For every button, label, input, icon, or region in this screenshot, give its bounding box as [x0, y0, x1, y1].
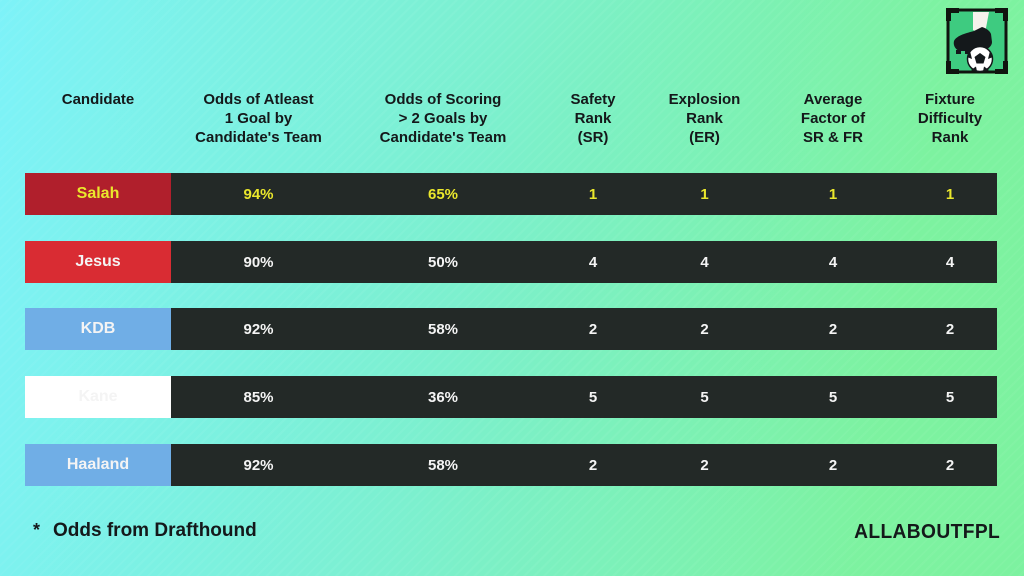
table-header-row: Candidate Odds of Atleast 1 Goal by Cand… — [25, 90, 997, 147]
fixture-difficulty-value: 2 — [903, 308, 997, 350]
header-explosion-rank: Explosion Rank (ER) — [668, 91, 741, 146]
avg-factor-value: 2 — [763, 308, 903, 350]
explosion-rank-value: 2 — [646, 444, 763, 486]
odds-1-goal-value: 94% — [171, 173, 346, 215]
odds-source-note: * Odds from Drafthound — [33, 520, 257, 542]
header-candidate: Candidate — [61, 91, 135, 108]
table-row-haaland: Haaland 92% 58% 2 2 2 2 — [25, 444, 997, 486]
odds-1-goal-value: 92% — [171, 444, 346, 486]
explosion-rank-value: 2 — [646, 308, 763, 350]
safety-rank-value: 2 — [540, 308, 646, 350]
table-row-kane: Kane 85% 36% 5 5 5 5 — [25, 376, 997, 418]
odds-1-goal-value: 90% — [171, 241, 346, 283]
header-safety-rank: Safety Rank (SR) — [570, 91, 616, 146]
candidate-label: KDB — [25, 308, 171, 350]
asterisk: * — [33, 520, 41, 540]
avg-factor-value: 2 — [763, 444, 903, 486]
avg-factor-value: 4 — [763, 241, 903, 283]
explosion-rank-value: 5 — [646, 376, 763, 418]
safety-rank-value: 4 — [540, 241, 646, 283]
odds-2-goals-value: 36% — [346, 376, 540, 418]
candidate-label: Jesus — [25, 241, 171, 283]
header-odds-2-goals: Odds of Scoring > 2 Goals by Candidate's… — [379, 91, 507, 146]
safety-rank-value: 1 — [540, 173, 646, 215]
table-row-salah: Salah 94% 65% 1 1 1 1 — [25, 173, 997, 215]
fixture-difficulty-value: 4 — [903, 241, 997, 283]
boot-and-ball-icon — [945, 7, 1009, 75]
candidate-label: Salah — [25, 173, 171, 215]
avg-factor-value: 1 — [763, 173, 903, 215]
odds-2-goals-value: 50% — [346, 241, 540, 283]
header-avg-factor: Average Factor of SR & FR — [800, 91, 866, 146]
odds-1-goal-value: 92% — [171, 308, 346, 350]
fixture-difficulty-value: 2 — [903, 444, 997, 486]
allaboutfpl-logo — [945, 7, 1009, 75]
odds-2-goals-value: 58% — [346, 308, 540, 350]
odds-2-goals-value: 58% — [346, 444, 540, 486]
header-fixture-difficulty: Fixture Difficulty Rank — [917, 91, 983, 146]
table-row-kdb: KDB 92% 58% 2 2 2 2 — [25, 308, 997, 350]
safety-rank-value: 5 — [540, 376, 646, 418]
candidate-label: Kane — [25, 376, 171, 418]
odds-source-text: Odds from Drafthound — [53, 520, 257, 541]
explosion-rank-value: 1 — [646, 173, 763, 215]
safety-rank-value: 2 — [540, 444, 646, 486]
table-row-jesus: Jesus 90% 50% 4 4 4 4 — [25, 241, 997, 283]
odds-2-goals-value: 65% — [346, 173, 540, 215]
candidate-label: Haaland — [25, 444, 171, 486]
odds-1-goal-value: 85% — [171, 376, 346, 418]
avg-factor-value: 5 — [763, 376, 903, 418]
fixture-difficulty-value: 1 — [903, 173, 997, 215]
explosion-rank-value: 4 — [646, 241, 763, 283]
fixture-difficulty-value: 5 — [903, 376, 997, 418]
header-odds-1-goal: Odds of Atleast 1 Goal by Candidate's Te… — [195, 91, 322, 146]
brand-wordmark: ALLABOUTFPL — [853, 521, 1000, 543]
